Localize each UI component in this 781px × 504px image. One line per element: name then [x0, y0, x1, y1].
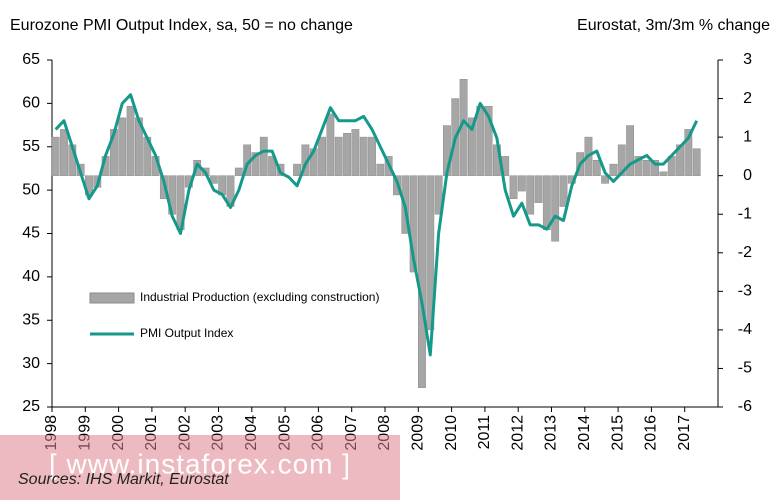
bar: [126, 106, 135, 176]
bar: [118, 117, 127, 176]
bar: [651, 159, 659, 176]
bar: [484, 106, 493, 176]
x-tick-label: 2016: [643, 415, 660, 451]
y-tick-label: 50: [22, 181, 40, 198]
y2-tick-label: 2: [743, 90, 752, 107]
bar: [517, 175, 526, 192]
bar: [559, 175, 568, 207]
x-tick-label: 2009: [410, 415, 427, 451]
bar: [551, 175, 560, 242]
y2-tick-label: -1: [738, 205, 752, 222]
x-tick-label: 2010: [443, 415, 460, 451]
bar: [509, 175, 518, 200]
bar: [368, 136, 376, 176]
x-tick-label: 2013: [543, 415, 560, 451]
bar: [60, 129, 68, 176]
bar: [343, 133, 351, 176]
y-tick-label: 35: [22, 311, 40, 328]
bar: [251, 152, 260, 176]
y-tick-label: 60: [22, 95, 40, 112]
bar: [617, 144, 626, 176]
bar: [684, 129, 693, 176]
bar: [259, 136, 268, 176]
bar: [409, 175, 418, 273]
bar: [434, 175, 443, 215]
bar: [326, 113, 335, 176]
y2-tick-label: -2: [738, 244, 752, 261]
y2-tick-label: -3: [738, 283, 752, 300]
bar: [351, 129, 360, 176]
bar: [234, 167, 243, 176]
x-tick-label: 2014: [576, 415, 593, 451]
y-tick-label: 45: [22, 225, 40, 242]
bar: [476, 106, 485, 176]
bar: [626, 125, 634, 176]
y2-tick-label: -5: [738, 360, 752, 377]
y2-tick-label: -6: [738, 398, 752, 415]
legend-swatch: [89, 292, 135, 304]
bar: [592, 159, 601, 176]
y2-tick-label: -4: [738, 321, 752, 338]
watermark-band: [0, 435, 400, 500]
bar: [293, 163, 301, 176]
bar: [468, 117, 476, 176]
bar: [526, 175, 535, 215]
bar: [634, 156, 643, 176]
bar: [318, 136, 326, 176]
x-tick-label: 2015: [609, 415, 626, 451]
bar: [642, 159, 651, 176]
bar: [334, 136, 343, 176]
watermark: [ www.instaforex.com ]: [49, 448, 351, 479]
y2-tick-label: 0: [743, 167, 752, 184]
y2-tick-label: 3: [743, 51, 752, 68]
line: [54, 93, 699, 357]
bar: [609, 163, 618, 176]
bar: [659, 171, 668, 176]
y-tick-label: 25: [22, 398, 40, 415]
bar: [426, 175, 435, 331]
source: Sources: IHS Markit, Eurostat: [18, 471, 229, 488]
x-tick-label: 2012: [509, 415, 526, 451]
y-tick-label: 40: [22, 268, 40, 285]
bar: [542, 175, 551, 230]
y-tick-label: 55: [22, 138, 40, 155]
x-tick-label: 2017: [676, 415, 693, 451]
y2-title: Eurostat, 3m/3m % change: [577, 17, 770, 34]
legend-label: PMI Output Index: [140, 326, 233, 340]
bar: [601, 175, 610, 184]
bar: [376, 163, 385, 176]
y-tick-label: 65: [22, 51, 40, 68]
bar: [359, 136, 368, 176]
bar: [51, 136, 60, 176]
chart-title: Eurozone PMI Output Index, sa, 50 = no c…: [10, 17, 353, 34]
bar: [268, 156, 277, 176]
y2-tick-label: 1: [743, 128, 752, 145]
legend-label: Industrial Production (excluding constru…: [140, 290, 379, 304]
bar: [692, 148, 701, 176]
bar: [534, 175, 543, 203]
y-tick-label: 30: [22, 355, 40, 372]
x-tick-label: 2011: [476, 415, 493, 450]
